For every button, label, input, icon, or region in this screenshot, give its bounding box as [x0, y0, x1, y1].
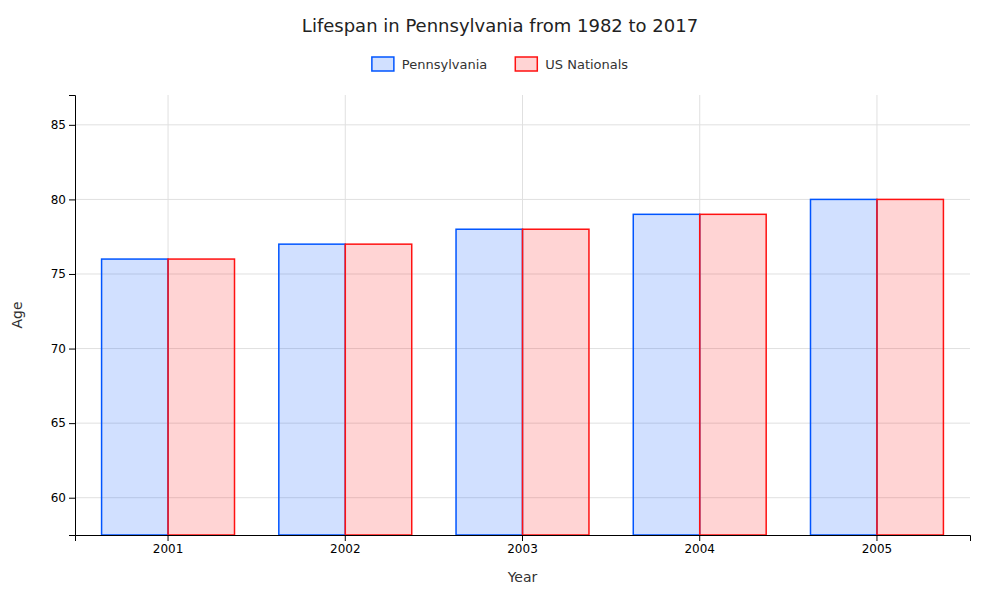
grid: [75, 95, 970, 535]
tick-label: 2002: [330, 542, 361, 556]
y-axis-title: Age: [9, 301, 25, 328]
tick: 65: [51, 416, 75, 430]
chart: 60 65 70 75 80 85 2001 2002 2003 2004 2005 Year Age L…: [0, 0, 1000, 600]
bar: [877, 199, 943, 535]
tick: 75: [51, 267, 75, 281]
tick: 80: [51, 193, 75, 207]
bar: [700, 214, 766, 535]
tick-label: 75: [51, 267, 66, 281]
tick-mark: [69, 423, 75, 424]
tick-label: 70: [51, 342, 66, 356]
tick-mark: [168, 535, 169, 541]
tick-label: 2001: [153, 542, 184, 556]
tick-mark: [69, 199, 75, 200]
tick-mark: [699, 535, 700, 541]
bar-series: [102, 199, 877, 535]
legend-item: Pennsylvania: [372, 57, 487, 72]
bars: [102, 199, 944, 535]
tick-label: 80: [51, 193, 66, 207]
bar: [168, 259, 234, 535]
tick: 2001: [153, 535, 184, 556]
legend-label: US Nationals: [545, 57, 628, 72]
tick: 70: [51, 342, 75, 356]
x-axis-title: Year: [507, 569, 538, 585]
bar: [633, 214, 699, 535]
tick: 2002: [330, 535, 361, 556]
tick-mark: [69, 498, 75, 499]
axis-line: [76, 536, 971, 542]
tick-mark: [69, 349, 75, 350]
x-axis: 2001 2002 2003 2004 2005: [76, 535, 971, 556]
tick: 2003: [507, 535, 538, 556]
tick-label: 85: [51, 118, 66, 132]
tick-label: 60: [51, 491, 66, 505]
tick-label: 2005: [862, 542, 893, 556]
bar: [810, 199, 876, 535]
plot-area: 60 65 70 75 80 85 2001 2002 2003 2004 2005: [51, 95, 971, 556]
legend: Pennsylvania US Nationals: [372, 57, 628, 72]
bar: [279, 244, 345, 535]
tick-label: 2003: [507, 542, 538, 556]
title: Lifespan in Pennsylvania from 1982 to 20…: [302, 15, 698, 36]
tick-mark: [522, 535, 523, 541]
y-axis: 60 65 70 75 80 85: [51, 96, 76, 536]
tick-label: 65: [51, 416, 66, 430]
tick: 2004: [684, 535, 715, 556]
bar-series: [168, 199, 943, 535]
tick: 85: [51, 118, 75, 132]
legend-swatch: [372, 57, 394, 71]
legend-item: US Nationals: [515, 57, 628, 72]
bar: [102, 259, 168, 535]
tick-label: 2004: [684, 542, 715, 556]
tick-mark: [69, 125, 75, 126]
bar: [523, 229, 589, 535]
bar: [456, 229, 522, 535]
tick-mark: [345, 535, 346, 541]
tick: 60: [51, 491, 75, 505]
legend-label: Pennsylvania: [402, 57, 487, 72]
legend-swatch: [515, 57, 537, 71]
axis-line: [69, 96, 76, 536]
tick: 2005: [862, 535, 893, 556]
tick-mark: [69, 274, 75, 275]
bar: [345, 244, 411, 535]
tick-mark: [876, 535, 877, 541]
